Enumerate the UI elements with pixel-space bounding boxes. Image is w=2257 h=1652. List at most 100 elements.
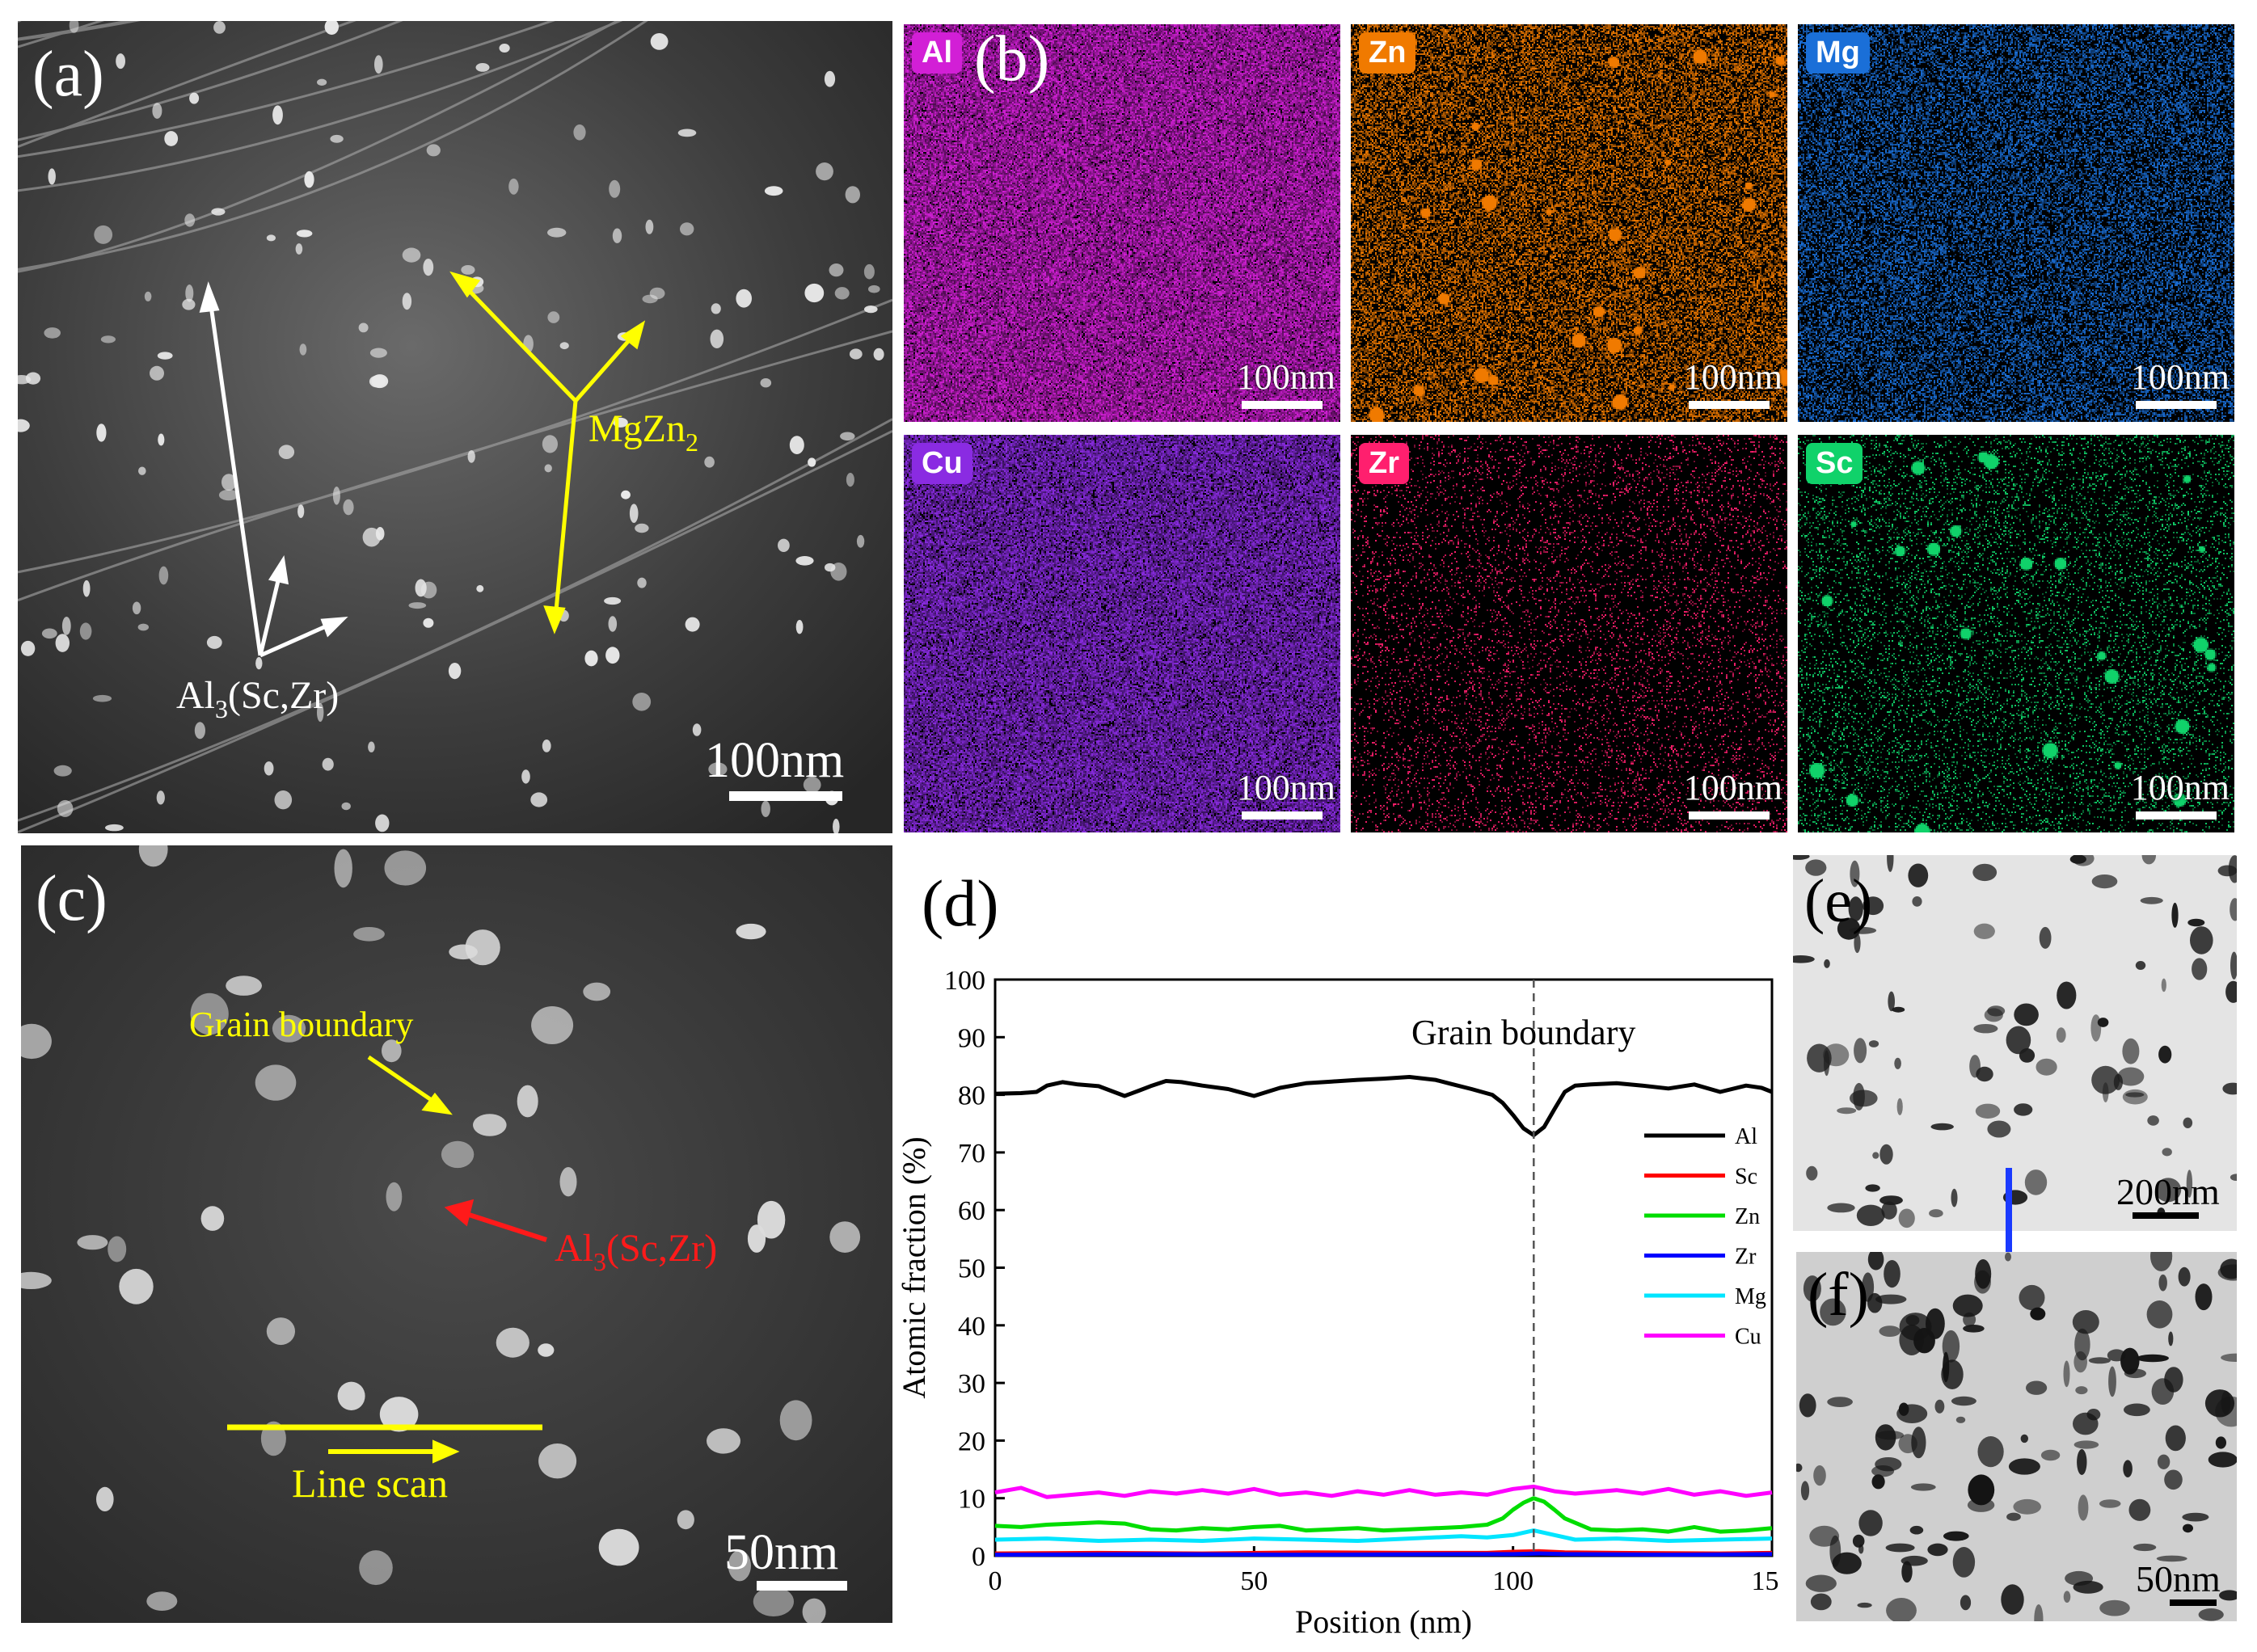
dislocation — [2039, 926, 2052, 949]
dislocation — [1955, 1416, 1966, 1423]
dislocation — [2168, 1331, 2174, 1346]
precipitate — [358, 322, 369, 333]
precipitate — [206, 635, 222, 649]
legend-label-cu: Cu — [1735, 1325, 1761, 1350]
panel-e-dislocations — [1793, 855, 2237, 1228]
precipitate — [190, 992, 229, 1035]
dislocation — [2074, 1328, 2090, 1361]
dislocation — [2026, 1380, 2048, 1395]
dislocation — [1881, 1201, 1897, 1220]
dislocation — [2036, 1058, 2057, 1076]
series-line-al — [994, 1075, 1773, 1137]
dislocation — [1951, 1188, 1958, 1207]
dislocation — [1865, 1184, 1880, 1192]
dislocation — [1908, 863, 1929, 887]
dislocation — [1977, 1436, 2004, 1468]
dislocation — [2075, 1386, 2088, 1395]
grain-boundary — [18, 21, 623, 192]
y-tick-label: 80 — [958, 1081, 985, 1111]
precipitate — [779, 1400, 812, 1441]
precipitate — [221, 474, 237, 491]
panel-a-scale-label: 100nm — [705, 733, 844, 788]
grain-boundary — [18, 21, 648, 271]
dislocation — [1850, 860, 1860, 887]
dislocation — [1934, 1399, 1945, 1414]
precipitate — [132, 601, 141, 615]
dislocation — [2072, 1310, 2099, 1334]
legend-label-zn: Zn — [1735, 1204, 1760, 1229]
dislocation — [1968, 1474, 1995, 1506]
dislocation — [2158, 1045, 2172, 1064]
dislocation — [1829, 1535, 1841, 1567]
precipitate — [189, 92, 200, 104]
precipitate — [728, 1550, 752, 1582]
dislocation — [1827, 1397, 1853, 1407]
eds-map-al-image — [904, 24, 1340, 422]
precipitate — [753, 1587, 795, 1616]
dislocation — [2090, 1014, 2102, 1042]
dislocation — [1871, 1474, 1885, 1490]
dislocation — [2014, 1103, 2033, 1116]
precipitate — [386, 1182, 403, 1212]
precipitate — [402, 247, 421, 263]
dislocation — [2108, 1366, 2116, 1397]
dislocation — [1941, 1359, 1964, 1389]
precipitate — [272, 1014, 306, 1043]
dislocation — [1848, 896, 1863, 921]
precipitate — [476, 584, 484, 592]
precipitate — [96, 424, 107, 442]
dislocation — [1857, 1602, 1872, 1608]
precipitate — [18, 419, 30, 432]
precipitate — [278, 445, 295, 459]
precipitate — [824, 70, 836, 87]
panel-c-line-scan-label: Line scan — [292, 1460, 448, 1506]
precipitate — [41, 628, 57, 639]
precipitate — [499, 44, 510, 53]
precipitate — [635, 523, 649, 533]
dislocation — [2063, 1591, 2071, 1603]
dislocation — [1927, 1543, 1948, 1557]
precipitate — [649, 287, 665, 300]
dislocation — [1973, 923, 1995, 939]
precipitate — [266, 234, 276, 242]
dislocation — [2208, 1452, 2237, 1468]
dislocation — [2024, 1169, 2048, 1195]
panel-f-scale-label: 50nm — [2136, 1558, 2221, 1599]
y-tick-label: 40 — [958, 1312, 985, 1342]
precipitate — [864, 306, 878, 314]
panel-a-al3-arrows — [199, 281, 348, 658]
precipitate — [317, 702, 324, 723]
dislocation — [2030, 1307, 2046, 1321]
precipitate — [158, 433, 165, 446]
precipitate — [299, 343, 307, 356]
dislocation — [1876, 1431, 1905, 1440]
dislocation — [1852, 1534, 1865, 1548]
dislocation — [1863, 896, 1884, 916]
panel-e-svg: (e) 200nm — [1793, 855, 2237, 1231]
precipitate — [296, 230, 313, 238]
dislocation — [2019, 1284, 2045, 1311]
precipitate — [55, 634, 70, 652]
precipitate — [710, 329, 724, 348]
precipitate — [461, 265, 475, 275]
dislocation — [1896, 1098, 1903, 1115]
precipitate — [272, 105, 283, 125]
precipitate — [829, 1221, 861, 1253]
precipitate — [508, 178, 519, 195]
precipitate — [708, 762, 728, 777]
precipitate — [423, 259, 434, 276]
precipitate — [856, 534, 865, 548]
precipitate — [137, 623, 149, 631]
precipitate — [374, 55, 383, 74]
panel-c-line-scan-arrow — [328, 1439, 460, 1464]
y-tick-label: 50 — [958, 1254, 985, 1284]
dislocation — [2056, 1027, 2066, 1043]
dislocation — [2171, 902, 2179, 928]
eds-map-al-scale-bar — [1242, 401, 1323, 409]
dislocation — [1856, 1204, 1885, 1226]
panel-c-label: (c) — [36, 863, 108, 934]
precipitate — [598, 1528, 639, 1566]
panel-a-mgzn2-arrows — [449, 271, 646, 634]
panel-f-scale-bar — [2170, 1599, 2217, 1606]
dislocation — [2001, 1584, 2024, 1615]
